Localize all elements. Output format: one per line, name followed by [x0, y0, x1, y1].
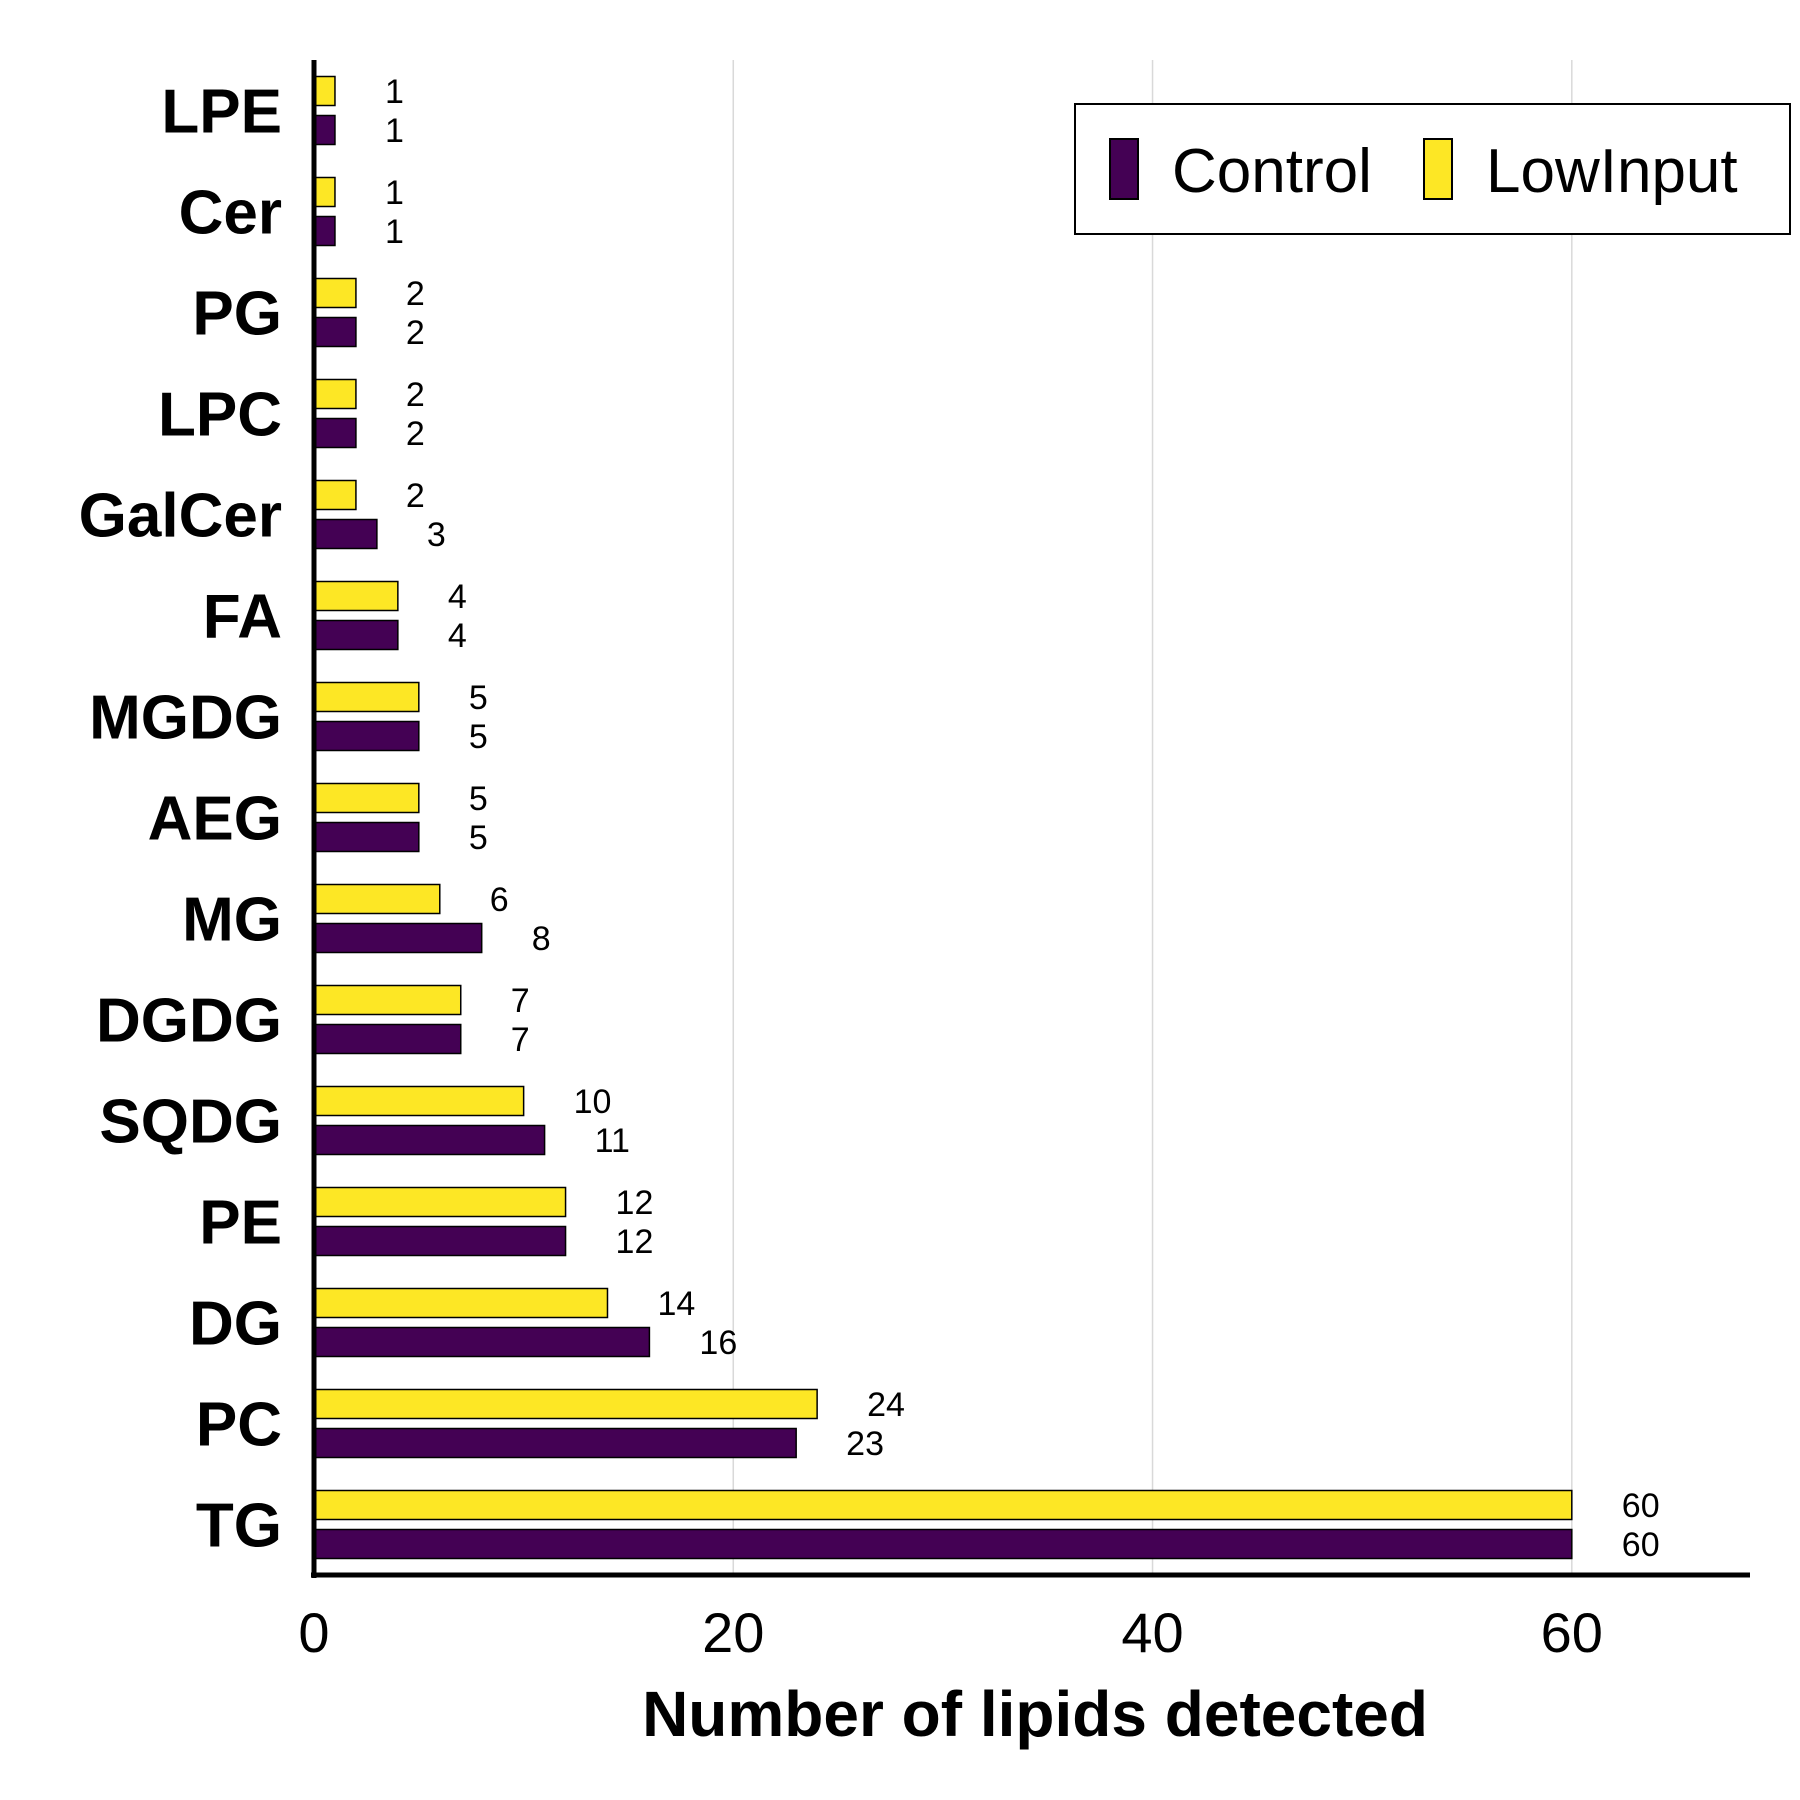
data-label: 10 — [574, 1083, 612, 1121]
data-label: 2 — [406, 415, 425, 453]
data-label: 3 — [427, 516, 446, 554]
bar-lowinput-mg — [313, 883, 441, 915]
x-tick-labels: 0 20 40 60 — [298, 1601, 1603, 1664]
category-label: TG — [196, 1492, 282, 1561]
data-label: 6 — [490, 881, 509, 919]
category-label: PG — [192, 280, 282, 349]
data-label: 5 — [469, 780, 488, 818]
bar-control-pe — [313, 1225, 567, 1257]
bar-control-mg — [313, 922, 483, 954]
bar-control-lpe — [313, 114, 336, 146]
data-label: 5 — [469, 718, 488, 756]
category-label: LPC — [158, 381, 282, 450]
bar-control-dg — [313, 1326, 651, 1358]
data-label: 2 — [406, 314, 425, 352]
bar-lowinput-fa — [313, 580, 399, 612]
x-axis-title: Number of lipids detected — [642, 1678, 1428, 1750]
data-label: 8 — [532, 920, 551, 958]
legend-label-lowinput: LowInput — [1486, 137, 1738, 206]
x-tick-label: 40 — [1121, 1601, 1183, 1664]
data-label: 16 — [699, 1324, 737, 1362]
category-labels: LPE Cer PG LPC GalCer FA MGDG AEG MG DGDG SQDG PE DG… — [79, 78, 282, 1561]
bar-lowinput-tg — [313, 1489, 1573, 1521]
x-tick-label: 0 — [298, 1601, 329, 1664]
bar-control-pc — [313, 1427, 797, 1459]
bar-control-galcer — [313, 518, 378, 550]
category-label: GalCer — [79, 482, 282, 551]
data-label: 7 — [511, 982, 530, 1020]
category-label: MG — [182, 886, 282, 955]
category-label: SQDG — [99, 1088, 282, 1157]
bar-control-aeg — [313, 821, 420, 853]
legend-swatch-lowinput — [1423, 138, 1453, 200]
data-label: 4 — [448, 578, 467, 616]
data-label: 12 — [616, 1223, 654, 1261]
x-tick-label: 60 — [1541, 1601, 1603, 1664]
category-label: Cer — [179, 179, 282, 248]
bars — [313, 75, 1573, 1560]
x-tick-label: 20 — [702, 1601, 764, 1664]
data-label: 4 — [448, 617, 467, 655]
bar-lowinput-mgdg — [313, 681, 420, 713]
bar-control-tg — [313, 1528, 1573, 1560]
data-label: 5 — [469, 819, 488, 857]
data-label: 5 — [469, 679, 488, 717]
axes — [311, 60, 1750, 1578]
data-label: 1 — [385, 213, 404, 251]
data-label: 2 — [406, 275, 425, 313]
data-label: 1 — [385, 174, 404, 212]
legend: Control LowInput — [1074, 103, 1791, 235]
bar-control-sqdg — [313, 1124, 546, 1156]
bar-control-cer — [313, 215, 336, 247]
legend-swatch-control — [1109, 138, 1139, 200]
legend-label-control: Control — [1172, 137, 1372, 206]
data-label: 11 — [595, 1122, 630, 1160]
category-label: AEG — [148, 785, 282, 854]
bar-lowinput-dg — [313, 1287, 609, 1319]
bar-lowinput-sqdg — [313, 1085, 525, 1117]
data-label: 24 — [867, 1386, 905, 1424]
category-label: PC — [196, 1391, 282, 1460]
category-label: DGDG — [96, 987, 282, 1056]
category-label: MGDG — [89, 684, 282, 753]
bar-control-dgdg — [313, 1023, 462, 1055]
bar-control-mgdg — [313, 720, 420, 752]
data-label: 12 — [616, 1184, 654, 1222]
category-label: PE — [199, 1189, 282, 1258]
gridlines — [732, 60, 1573, 1575]
bar-control-lpc — [313, 417, 357, 449]
data-label: 2 — [406, 477, 425, 515]
bar-lowinput-cer — [313, 176, 336, 208]
data-label: 1 — [385, 73, 404, 111]
bar-control-fa — [313, 619, 399, 651]
data-label: 60 — [1622, 1487, 1660, 1525]
category-label: DG — [189, 1290, 282, 1359]
bar-control-pg — [313, 316, 357, 348]
data-label: 1 — [385, 112, 404, 150]
bar-lowinput-lpe — [313, 75, 336, 107]
bar-lowinput-lpc — [313, 378, 357, 410]
bar-lowinput-dgdg — [313, 984, 462, 1016]
bar-lowinput-pe — [313, 1186, 567, 1218]
data-label: 2 — [406, 376, 425, 414]
bar-lowinput-pg — [313, 277, 357, 309]
data-label: 23 — [846, 1425, 884, 1463]
data-label: 14 — [657, 1285, 695, 1323]
bar-lowinput-pc — [313, 1388, 818, 1420]
category-label: FA — [203, 583, 282, 652]
data-label: 7 — [511, 1021, 530, 1059]
data-label: 60 — [1622, 1526, 1660, 1564]
bar-lowinput-aeg — [313, 782, 420, 814]
category-label: LPE — [161, 78, 282, 147]
bar-lowinput-galcer — [313, 479, 357, 511]
